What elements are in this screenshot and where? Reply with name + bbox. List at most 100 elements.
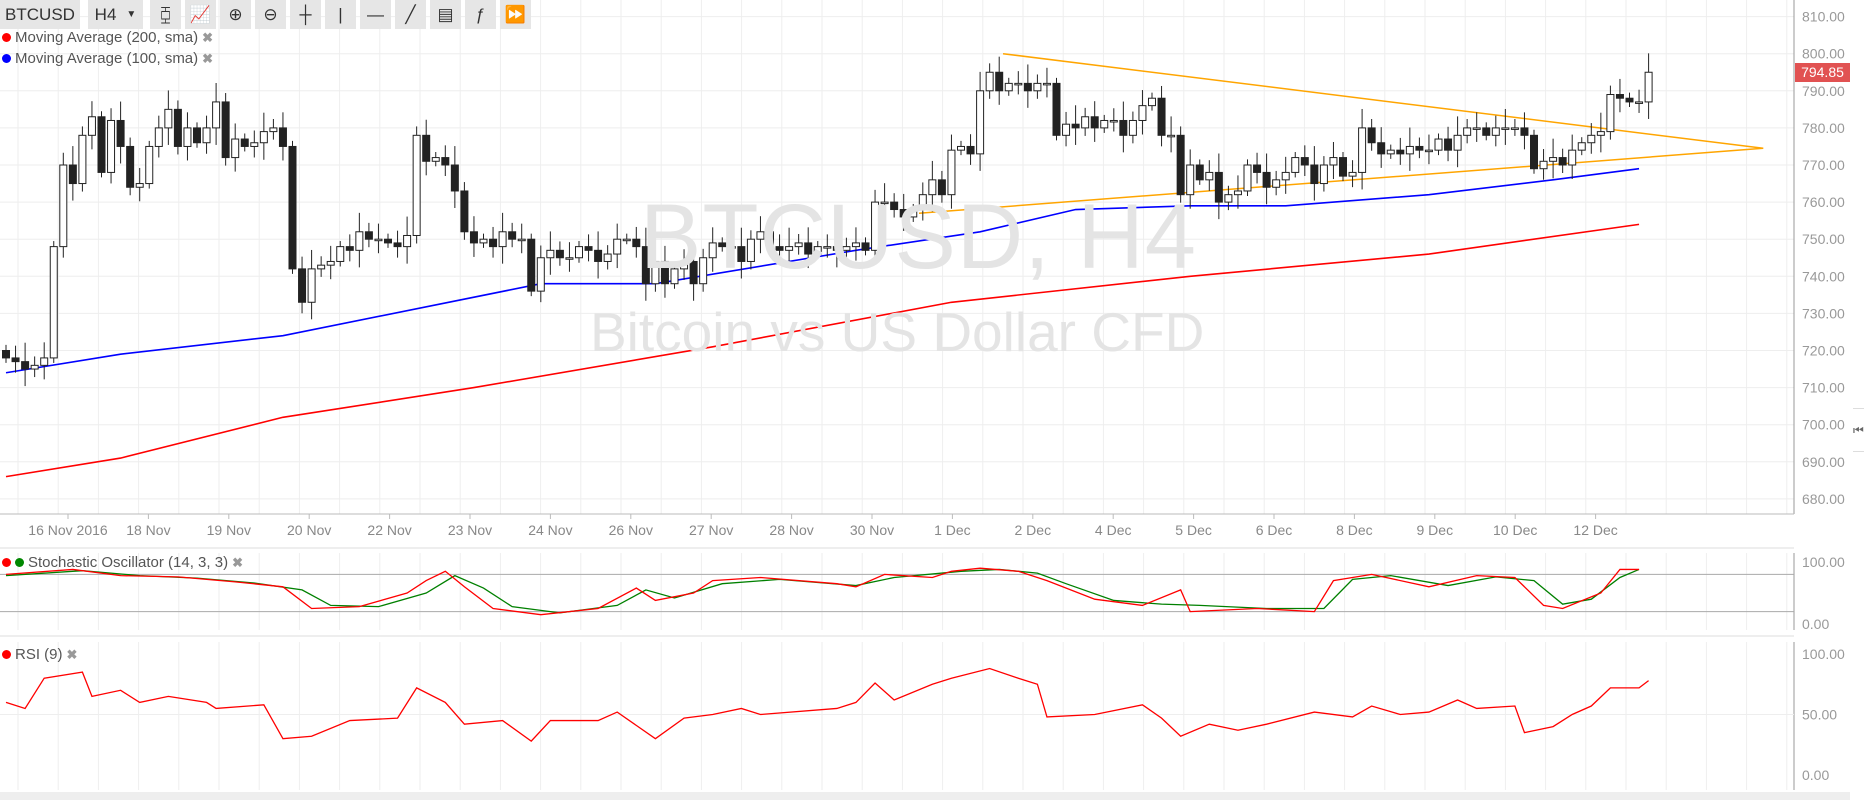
candle <box>1157 85 1166 147</box>
candle-body <box>928 179 937 196</box>
candle-body <box>1635 101 1644 104</box>
candle-body <box>1224 194 1233 203</box>
candle-body <box>1444 138 1453 151</box>
candle-body <box>613 238 622 255</box>
candle <box>202 115 211 154</box>
candle <box>212 83 221 145</box>
crosshair-icon[interactable]: ┼ <box>290 0 321 29</box>
fibonacci-icon[interactable]: ▤ <box>430 0 461 29</box>
timeframe-select[interactable]: H4 ▼ <box>88 0 143 29</box>
candle <box>1587 123 1596 154</box>
candle <box>689 242 698 301</box>
candle-body <box>995 71 1004 92</box>
candle-body <box>154 127 163 147</box>
legend-ma200: Moving Average (200, sma) ✖ <box>2 29 213 46</box>
candle <box>460 182 469 240</box>
candle-body <box>517 238 526 242</box>
candle <box>1062 111 1071 147</box>
candle <box>718 237 727 252</box>
price-tick-label: 730.00 <box>1802 305 1845 321</box>
candle <box>173 100 182 155</box>
price-tick-label: 710.00 <box>1802 380 1845 396</box>
candle <box>298 256 307 314</box>
candle-body <box>345 246 354 251</box>
price-tick-label: 700.00 <box>1802 417 1845 433</box>
candle <box>880 183 889 220</box>
candle-body <box>718 242 727 248</box>
candle <box>1272 170 1281 196</box>
candle <box>1138 90 1147 135</box>
candle <box>508 222 517 248</box>
candle-body <box>1491 127 1500 136</box>
candle-body <box>1081 116 1090 129</box>
candle <box>1358 108 1367 190</box>
price-tick-label: 680.00 <box>1802 491 1845 507</box>
zoom-in-icon[interactable]: ⊕ <box>220 0 251 29</box>
remove-ma200-icon[interactable]: ✖ <box>202 29 214 45</box>
candle <box>1081 107 1090 136</box>
trendline-support <box>918 147 1764 214</box>
candle-body <box>1119 119 1128 136</box>
candle-body <box>1014 82 1023 86</box>
candle <box>985 63 994 99</box>
candle <box>1329 141 1338 180</box>
candle-body <box>851 242 860 248</box>
candle <box>1635 89 1644 113</box>
remove-ma100-icon[interactable]: ✖ <box>202 50 214 66</box>
candle <box>164 90 173 145</box>
candle-body <box>1367 127 1376 144</box>
candle-body <box>1339 157 1347 177</box>
function-icon[interactable]: ƒ <box>465 0 496 29</box>
vertical-line-icon[interactable]: | <box>325 0 356 29</box>
candle-body <box>1539 160 1548 170</box>
zoom-out-icon[interactable]: ⊖ <box>255 0 286 29</box>
horizontal-line-icon[interactable]: — <box>360 0 391 29</box>
trend-line-icon[interactable]: ╱ <box>395 0 426 29</box>
candle-body <box>966 145 975 155</box>
scroll-to-start-button[interactable]: ⏮ <box>1853 408 1864 452</box>
date-tick-label: 26 Nov <box>609 522 653 538</box>
candle-body <box>269 127 278 133</box>
candle-body <box>527 238 536 292</box>
candle-body <box>1195 164 1204 181</box>
candle-body <box>1405 145 1414 155</box>
candle <box>575 241 583 263</box>
date-tick-label: 4 Dec <box>1095 522 1132 538</box>
candle <box>1405 127 1414 171</box>
fast-forward-icon[interactable]: ⏩ <box>500 0 531 29</box>
candle-body <box>947 149 956 196</box>
candle-body <box>1243 164 1252 192</box>
candle <box>193 122 201 148</box>
stoch-label: Stochastic Oscillator (14, 3, 3) <box>28 554 229 571</box>
candle-body <box>250 142 259 147</box>
candle <box>1453 116 1462 168</box>
candle-body <box>670 268 679 285</box>
candle <box>1424 134 1433 165</box>
date-tick-label: 19 Nov <box>207 522 251 538</box>
remove-stoch-icon[interactable]: ✖ <box>232 554 243 570</box>
candle-body <box>1100 119 1109 129</box>
candle-body <box>1329 157 1338 166</box>
date-tick-label: 30 Nov <box>850 522 894 538</box>
price-tick-label: 780.00 <box>1802 120 1845 136</box>
candle-body <box>202 127 211 144</box>
candle <box>1615 78 1624 113</box>
bar-chart-icon[interactable]: ⧮ <box>150 0 181 29</box>
candle-body <box>1472 127 1481 130</box>
horizontal-scrollbar[interactable] <box>0 792 1850 800</box>
remove-rsi-icon[interactable]: ✖ <box>66 646 78 662</box>
candle <box>1348 160 1357 188</box>
symbol-button[interactable]: BTCUSD <box>0 0 80 29</box>
date-tick-label: 8 Dec <box>1336 522 1373 538</box>
candle-body <box>1310 164 1319 185</box>
line-chart-icon[interactable]: 📈 <box>185 0 216 29</box>
candle <box>1625 92 1634 107</box>
candle <box>1262 153 1271 205</box>
candle <box>1339 152 1347 182</box>
candle-body <box>1396 149 1405 155</box>
candle-body <box>555 249 564 259</box>
chevron-down-icon: ▼ <box>126 9 137 20</box>
candle <box>1100 114 1109 133</box>
candle <box>1310 146 1319 201</box>
